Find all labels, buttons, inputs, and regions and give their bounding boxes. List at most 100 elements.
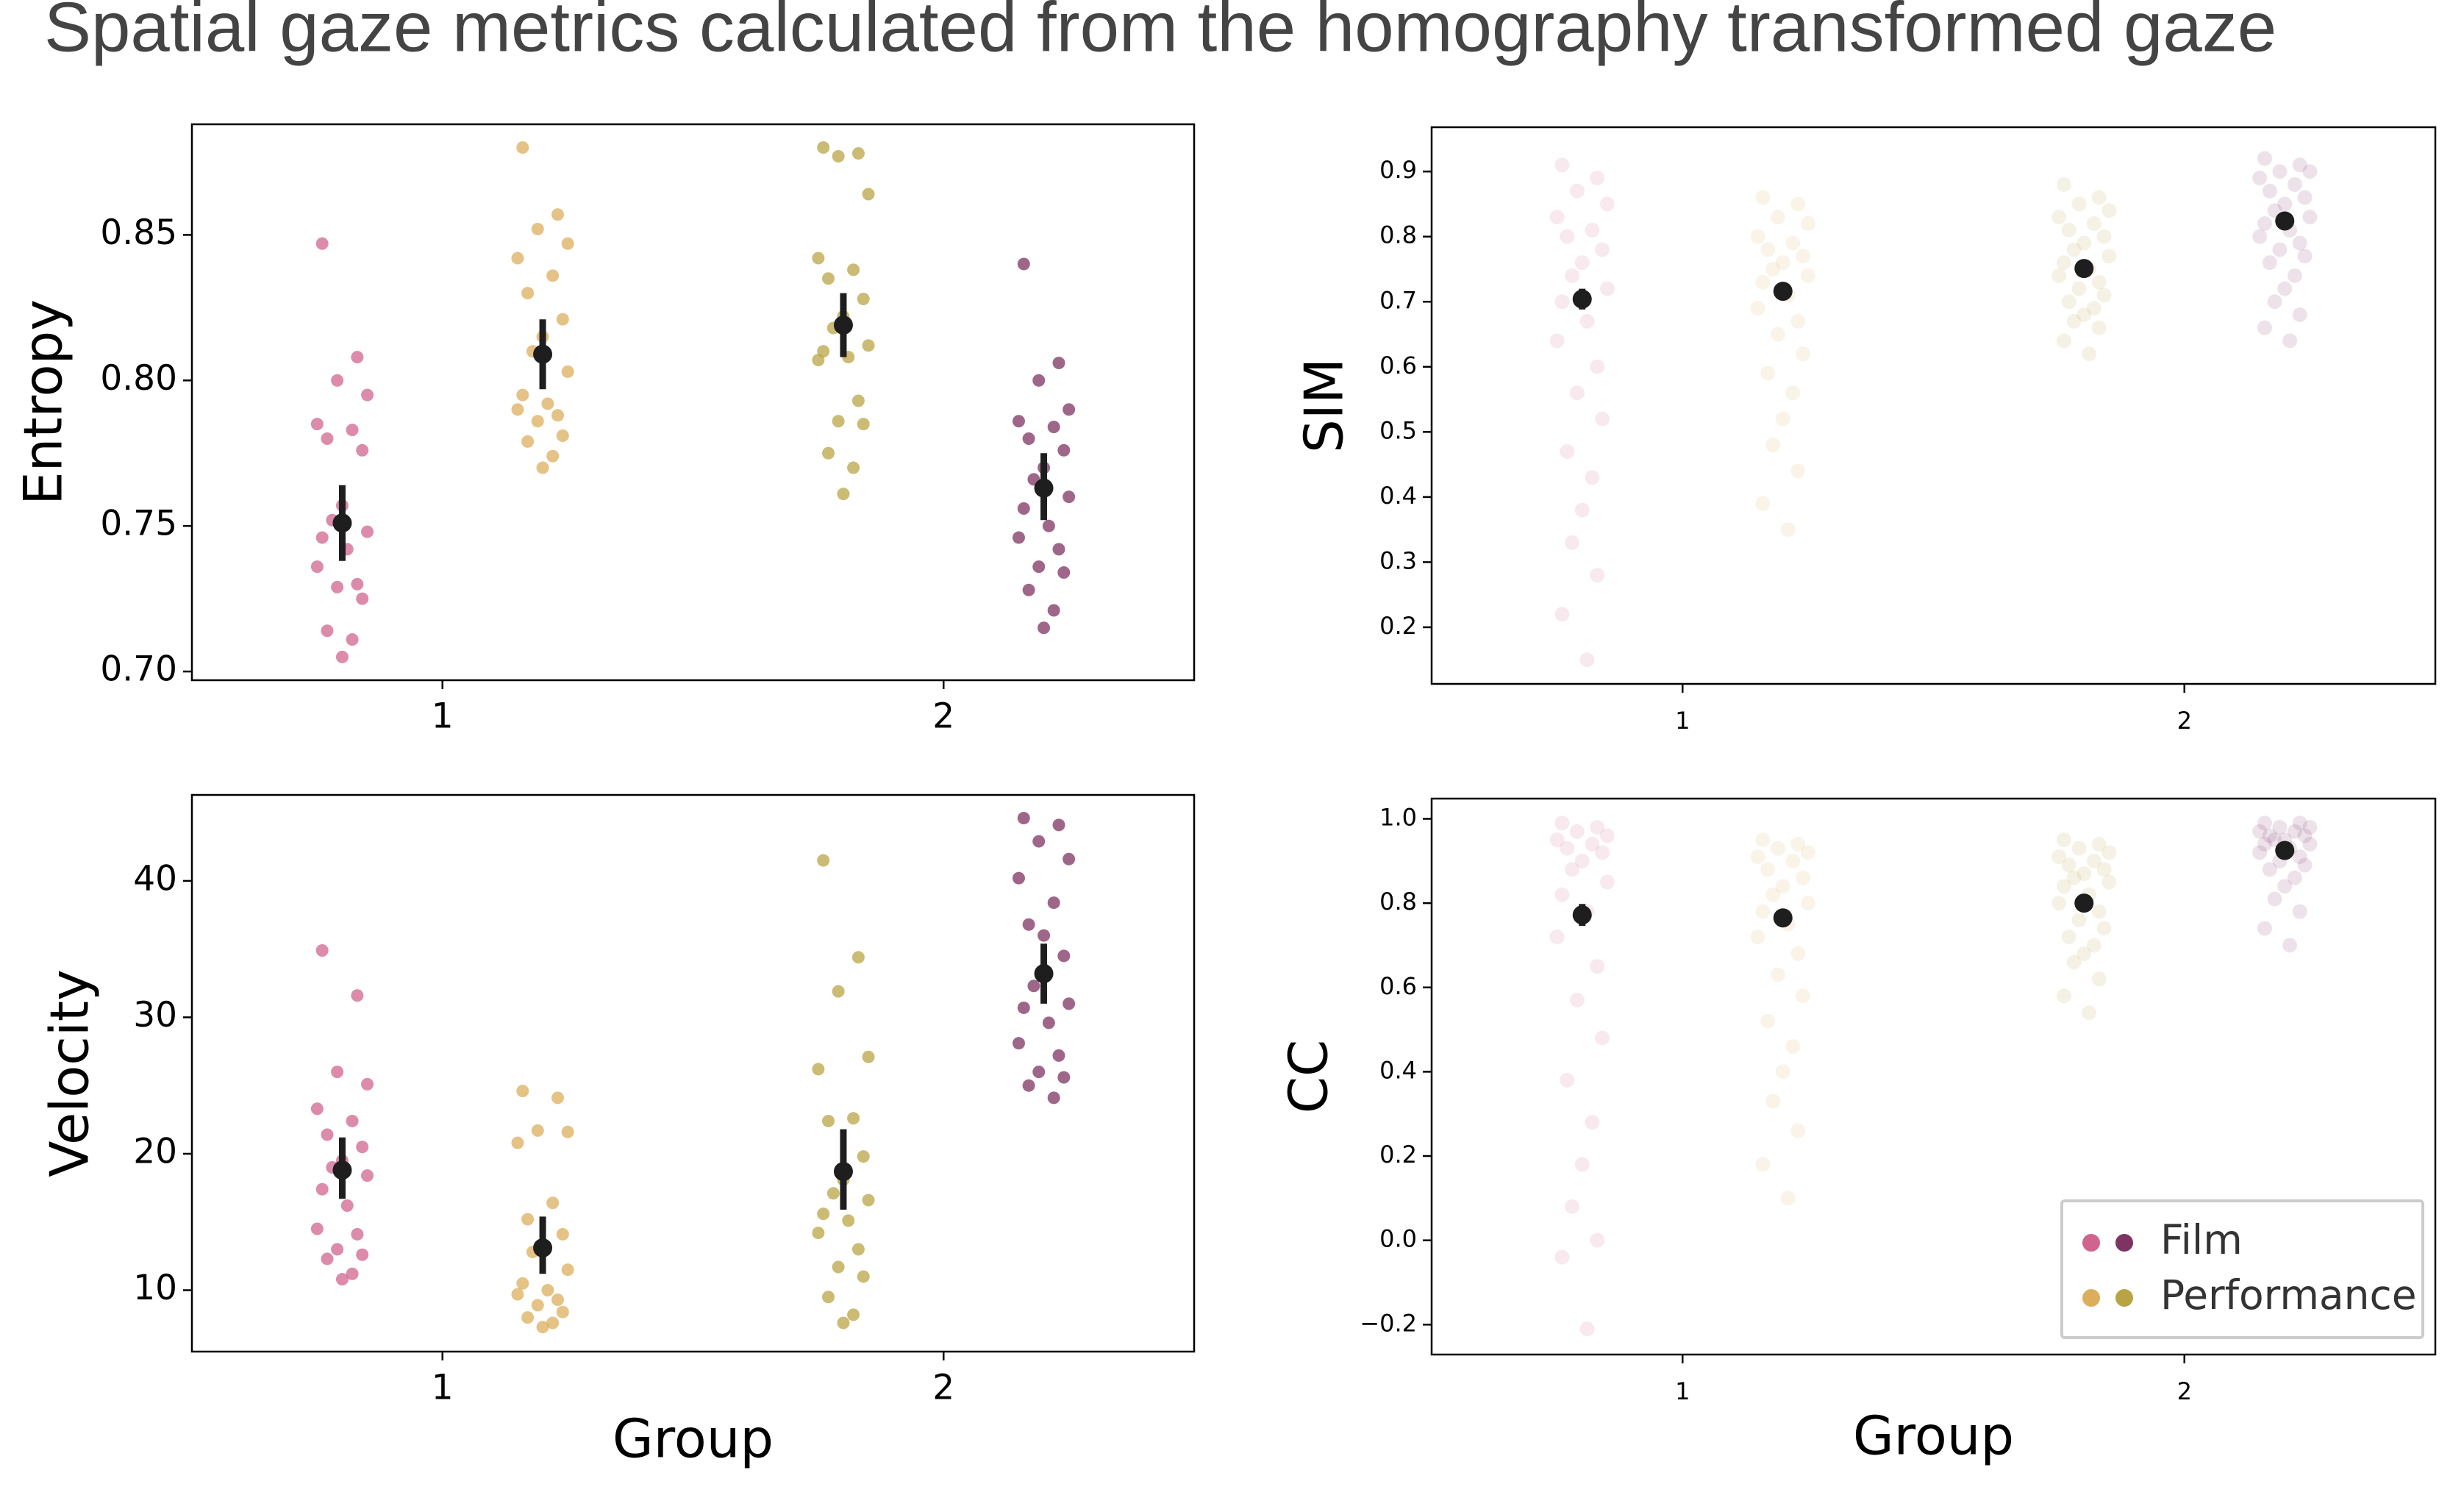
data-point — [2066, 870, 2082, 885]
data-point — [2302, 819, 2318, 835]
data-point — [1750, 229, 1765, 244]
data-point — [857, 418, 870, 431]
data-point — [1549, 832, 1565, 848]
plot-area — [1549, 816, 2318, 1337]
data-point — [310, 418, 324, 431]
data-point — [2076, 946, 2092, 961]
data-point — [1790, 196, 1806, 212]
data-point — [2056, 988, 2071, 1004]
data-point — [1595, 411, 1610, 427]
data-point — [340, 1199, 354, 1212]
data-point — [862, 188, 875, 201]
data-point — [1590, 819, 1605, 835]
mean-marker — [1572, 905, 1592, 925]
data-point — [2071, 196, 2087, 212]
data-point — [837, 488, 850, 501]
data-point — [2277, 196, 2293, 212]
data-point — [822, 272, 835, 285]
data-point — [1047, 896, 1060, 910]
data-point — [2267, 294, 2282, 310]
data-point — [2082, 1005, 2097, 1021]
data-point — [2257, 816, 2272, 831]
y-tick-label: 0.9 — [1379, 156, 1417, 184]
data-point — [2287, 824, 2302, 839]
data-point — [812, 1063, 825, 1076]
data-point — [1554, 157, 1570, 173]
y-tick-label: −0.2 — [1360, 1309, 1417, 1337]
mean-marker — [332, 1160, 352, 1180]
data-point — [521, 1213, 535, 1226]
data-point — [1574, 1157, 1590, 1172]
data-point — [561, 1263, 574, 1277]
x-tick-label: 1 — [1675, 707, 1690, 735]
data-point — [2252, 824, 2268, 839]
data-point — [837, 1316, 850, 1330]
data-point — [851, 147, 865, 160]
mean-marker — [2275, 211, 2295, 231]
data-point — [1549, 929, 1565, 944]
data-point — [1790, 946, 1806, 961]
data-point — [1012, 1037, 1025, 1050]
data-point — [1022, 918, 1035, 931]
data-point — [2086, 938, 2101, 953]
data-point — [1775, 411, 1790, 427]
data-point — [2086, 216, 2101, 232]
y-tick-label: 0.80 — [100, 358, 177, 399]
data-point — [832, 415, 845, 428]
data-point — [2056, 879, 2071, 894]
data-point — [2292, 849, 2307, 865]
data-point — [561, 237, 574, 250]
data-point — [2257, 836, 2272, 852]
data-point — [531, 415, 544, 428]
mean-marker — [1572, 289, 1592, 309]
data-point — [346, 633, 359, 646]
data-point — [1595, 1030, 1610, 1046]
data-point — [1590, 959, 1605, 974]
plot-area — [310, 812, 1076, 1334]
data-point — [2061, 929, 2076, 944]
data-point — [1017, 502, 1030, 515]
y-tick-label: 0.8 — [1379, 221, 1417, 249]
data-point — [1790, 313, 1806, 329]
data-point — [817, 141, 830, 154]
data-point — [862, 339, 875, 352]
data-point — [1750, 849, 1765, 865]
data-point — [1579, 1321, 1595, 1337]
data-point — [1585, 836, 1600, 852]
data-point — [1549, 333, 1565, 349]
data-point — [531, 1299, 544, 1312]
data-point — [511, 1136, 524, 1149]
data-point — [546, 449, 560, 463]
mean-marker — [2275, 841, 2295, 860]
data-point — [2091, 904, 2107, 919]
data-point — [1765, 262, 1781, 277]
data-point — [1052, 543, 1065, 556]
data-point — [1595, 242, 1610, 257]
data-point — [2091, 836, 2107, 852]
data-point — [1560, 229, 1575, 244]
data-point — [1585, 470, 1600, 485]
data-point — [1032, 374, 1046, 387]
data-point — [1590, 1232, 1605, 1248]
data-point — [1554, 1249, 1570, 1265]
data-point — [2091, 971, 2107, 987]
data-point — [1755, 904, 1771, 919]
data-point — [1554, 607, 1570, 622]
data-point — [556, 429, 569, 443]
data-point — [531, 222, 544, 235]
data-point — [2086, 301, 2101, 316]
data-point — [1569, 824, 1585, 839]
data-point — [1549, 210, 1565, 225]
data-point — [546, 269, 560, 282]
data-point — [1785, 853, 1801, 868]
data-point — [2051, 268, 2067, 283]
data-point — [1038, 621, 1051, 635]
data-point — [822, 1114, 835, 1127]
data-point — [1770, 327, 1785, 342]
data-point — [2262, 183, 2277, 199]
x-axis-label: Group — [1853, 1405, 2014, 1467]
data-point — [1052, 1049, 1065, 1062]
data-point — [1554, 816, 1570, 831]
data-point — [1599, 196, 1615, 212]
